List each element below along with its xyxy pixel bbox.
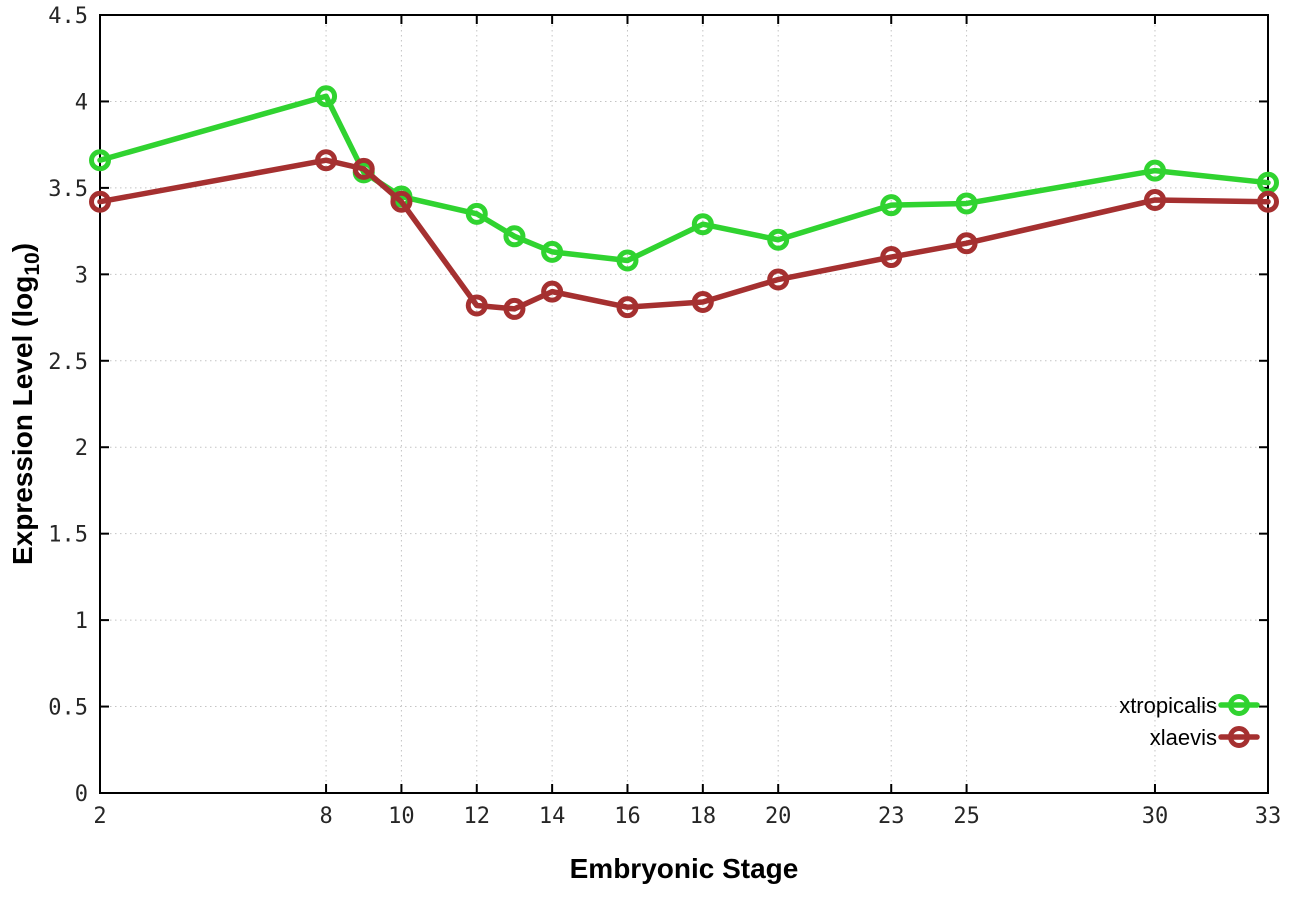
data-point-xtropicalis	[541, 240, 564, 263]
y-tick-label: 3.5	[48, 177, 88, 202]
data-point-xlaevis	[955, 232, 978, 255]
data-point-xtropicalis	[880, 194, 903, 217]
data-point-xlaevis	[616, 296, 639, 319]
x-tick-label: 20	[765, 804, 792, 829]
y-tick-label: 3	[75, 263, 88, 288]
x-tick-label: 25	[953, 804, 980, 829]
legend-marker-icon	[1228, 726, 1250, 748]
data-point-xtropicalis	[955, 192, 978, 215]
data-point-xlaevis	[541, 280, 564, 303]
y-tick-label: 4.5	[48, 4, 88, 29]
y-tick-label: 2	[75, 436, 88, 461]
legend-label: xtropicalis	[1119, 693, 1217, 718]
data-point-xlaevis	[465, 294, 488, 317]
x-tick-label: 18	[690, 804, 717, 829]
plot-border	[99, 14, 1269, 794]
x-tick-label: 12	[464, 804, 491, 829]
y-tick-label: 4	[75, 90, 88, 115]
data-point-xlaevis	[767, 268, 790, 291]
x-tick-label: 23	[878, 804, 905, 829]
y-tick-label: 1	[75, 609, 88, 634]
data-point-xtropicalis	[503, 225, 526, 248]
data-point-xlaevis	[89, 190, 111, 213]
data-point-xtropicalis	[89, 149, 111, 172]
data-point-xlaevis	[1257, 190, 1279, 213]
legend-item-xlaevis: xlaevis	[1150, 725, 1260, 750]
series-line-xtropicalis	[97, 93, 1271, 264]
data-point-xtropicalis	[465, 202, 488, 225]
data-point-xlaevis	[503, 297, 526, 320]
data-point-xtropicalis	[691, 213, 714, 236]
legend-marker-icon	[1228, 694, 1250, 716]
x-tick-label: 10	[388, 804, 415, 829]
series-layer	[89, 85, 1279, 320]
data-point-xtropicalis	[616, 249, 639, 272]
data-point-xtropicalis	[315, 85, 338, 108]
y-axis-title-pre: Expression Level (log	[7, 276, 38, 565]
x-tick-label: 16	[614, 804, 641, 829]
y-tick-label: 1.5	[48, 523, 88, 548]
y-tick-label: 0	[75, 782, 88, 807]
x-tick-label: 8	[319, 804, 332, 829]
axis-layer: 2 8 10 12 14 16 18 20 23 25 30 33 0 0.5 1 1.5 2 2.5 3 3.5 4 4…	[48, 4, 1281, 829]
y-axis-title: Expression Level (log10)	[7, 243, 44, 565]
x-tick-label: 2	[93, 804, 106, 829]
data-point-xtropicalis	[1143, 159, 1166, 182]
data-point-xlaevis	[390, 190, 413, 213]
legend: xtropicalis xlaevis	[1119, 693, 1260, 750]
y-tick-label: 2.5	[48, 350, 88, 375]
x-tick-label: 33	[1255, 804, 1282, 829]
y-axis-title-post: )	[7, 243, 38, 252]
data-point-xlaevis	[1143, 188, 1166, 211]
y-tick-label: 0.5	[48, 696, 88, 721]
legend-label: xlaevis	[1150, 725, 1217, 750]
data-point-xlaevis	[315, 149, 338, 172]
x-tick-label: 30	[1142, 804, 1169, 829]
data-point-xlaevis	[880, 246, 903, 269]
legend-item-xtropicalis: xtropicalis	[1119, 693, 1260, 718]
grid-layer	[99, 14, 1269, 794]
x-tick-label: 14	[539, 804, 566, 829]
data-point-xtropicalis	[767, 228, 790, 251]
y-axis-title-subscript: 10	[21, 252, 44, 275]
x-axis-title: Embryonic Stage	[570, 853, 799, 884]
data-point-xlaevis	[352, 157, 375, 180]
data-point-xlaevis	[691, 290, 714, 313]
